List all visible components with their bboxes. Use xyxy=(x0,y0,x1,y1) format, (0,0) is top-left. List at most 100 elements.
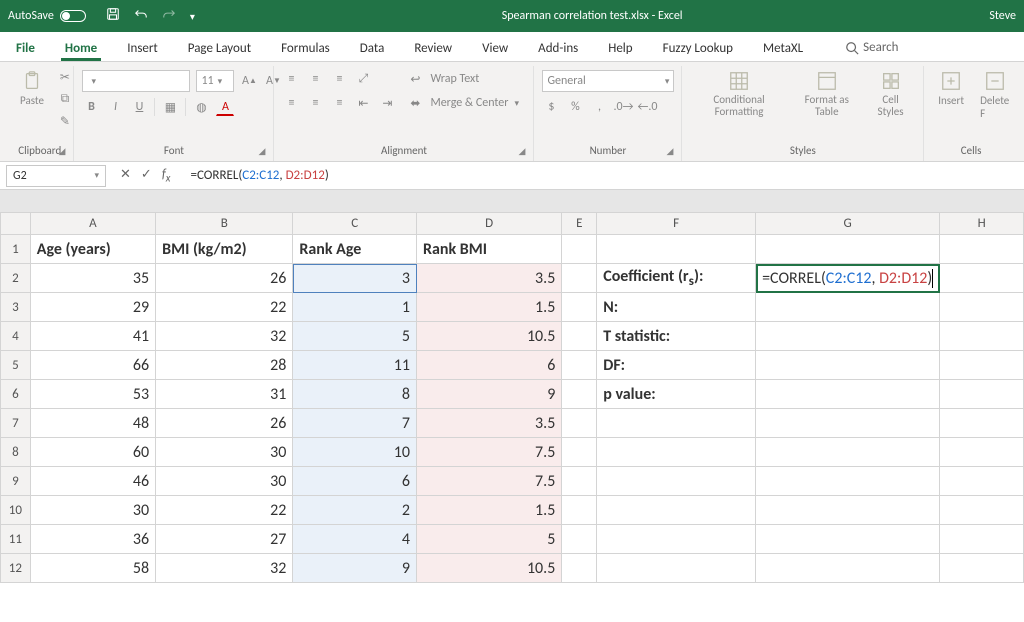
launcher-icon[interactable]: ◢ xyxy=(519,146,526,157)
decrease-decimal-icon[interactable]: ←.0 xyxy=(638,98,656,116)
cell[interactable] xyxy=(940,235,1024,264)
col-header[interactable]: D xyxy=(417,213,562,235)
cell[interactable] xyxy=(940,293,1024,322)
row-header[interactable]: 6 xyxy=(1,380,31,409)
insert-cells-button[interactable]: Insert xyxy=(932,66,970,111)
cell[interactable]: 53 xyxy=(30,380,155,409)
cell[interactable]: 1 xyxy=(293,293,417,322)
col-header[interactable]: G xyxy=(756,213,940,235)
cell[interactable] xyxy=(756,525,940,554)
align-bottom-icon[interactable]: ≡ xyxy=(330,70,348,88)
cell[interactable] xyxy=(597,496,756,525)
align-top-icon[interactable]: ≡ xyxy=(282,70,300,88)
autosave-toggle[interactable]: AutoSave xyxy=(8,9,86,23)
cell[interactable]: 36 xyxy=(30,525,155,554)
cell[interactable]: 35 xyxy=(30,264,155,293)
paste-button[interactable]: Paste xyxy=(14,66,50,111)
conditional-formatting-button[interactable]: Conditional Formatting xyxy=(690,66,787,122)
row-header[interactable]: 9 xyxy=(1,467,31,496)
col-header[interactable]: F xyxy=(597,213,756,235)
cell[interactable] xyxy=(562,293,597,322)
font-size-combo[interactable]: 11▾ xyxy=(196,70,234,92)
row-header[interactable]: 4 xyxy=(1,322,31,351)
cell[interactable] xyxy=(562,235,597,264)
row-header[interactable]: 12 xyxy=(1,554,31,583)
col-header[interactable]: C xyxy=(293,213,417,235)
cell[interactable] xyxy=(940,525,1024,554)
align-middle-icon[interactable]: ≡ xyxy=(306,70,324,88)
cell[interactable] xyxy=(562,496,597,525)
cell[interactable] xyxy=(940,467,1024,496)
row-header[interactable]: 7 xyxy=(1,409,31,438)
row-header[interactable]: 11 xyxy=(1,525,31,554)
active-cell[interactable]: =CORREL(C2:C12, D2:D12) xyxy=(756,264,940,293)
cell[interactable] xyxy=(562,380,597,409)
cell[interactable] xyxy=(756,322,940,351)
launcher-icon[interactable]: ◢ xyxy=(59,146,66,157)
copy-icon[interactable]: ⧉ xyxy=(56,90,74,108)
fill-color-icon[interactable]: ◍ xyxy=(192,98,210,116)
tab-home[interactable]: Home xyxy=(61,35,101,61)
orientation-icon[interactable]: ⤢ xyxy=(354,70,372,88)
italic-icon[interactable]: I xyxy=(106,98,124,116)
launcher-icon[interactable]: ◢ xyxy=(259,146,266,157)
cell[interactable]: 26 xyxy=(156,264,293,293)
borders-icon[interactable]: ▦ xyxy=(161,98,179,116)
cell[interactable] xyxy=(597,409,756,438)
save-icon[interactable] xyxy=(106,7,120,25)
percent-icon[interactable]: % xyxy=(566,98,584,116)
cell[interactable]: 7.5 xyxy=(417,438,562,467)
cell[interactable]: Rank Age xyxy=(293,235,417,264)
name-box[interactable]: G2 ▾ xyxy=(6,165,106,187)
tab-fuzzy-lookup[interactable]: Fuzzy Lookup xyxy=(659,35,737,61)
decrease-indent-icon[interactable]: ⇤ xyxy=(354,94,372,112)
cell[interactable] xyxy=(562,438,597,467)
cell[interactable]: 10.5 xyxy=(417,554,562,583)
cell[interactable] xyxy=(940,496,1024,525)
launcher-icon[interactable]: ◢ xyxy=(667,146,674,157)
cell[interactable] xyxy=(597,235,756,264)
tab-formulas[interactable]: Formulas xyxy=(277,35,334,61)
cell[interactable]: 58 xyxy=(30,554,155,583)
cell[interactable] xyxy=(756,380,940,409)
cell[interactable]: 7.5 xyxy=(417,467,562,496)
tab-add-ins[interactable]: Add-ins xyxy=(534,35,582,61)
align-center-icon[interactable]: ≡ xyxy=(306,94,324,112)
cell[interactable] xyxy=(597,554,756,583)
user-name[interactable]: Steve xyxy=(989,9,1016,23)
tab-insert[interactable]: Insert xyxy=(123,35,162,61)
cell[interactable] xyxy=(756,351,940,380)
increase-indent-icon[interactable]: ⇥ xyxy=(378,94,396,112)
cell[interactable]: 10 xyxy=(293,438,417,467)
cell[interactable]: 29 xyxy=(30,293,155,322)
format-as-table-button[interactable]: Format as Table xyxy=(792,66,862,122)
enter-icon[interactable]: ✓ xyxy=(141,167,152,185)
cell[interactable]: 2 xyxy=(293,496,417,525)
align-left-icon[interactable]: ≡ xyxy=(282,94,300,112)
cell[interactable] xyxy=(756,438,940,467)
cell[interactable] xyxy=(756,467,940,496)
cell[interactable] xyxy=(940,438,1024,467)
cell[interactable] xyxy=(940,409,1024,438)
cell[interactable] xyxy=(756,496,940,525)
cell[interactable] xyxy=(940,554,1024,583)
row-header[interactable]: 8 xyxy=(1,438,31,467)
bold-icon[interactable]: B xyxy=(82,98,100,116)
format-painter-icon[interactable]: ✎ xyxy=(56,112,74,130)
cell[interactable] xyxy=(562,322,597,351)
accounting-icon[interactable]: $ xyxy=(542,98,560,116)
cell[interactable] xyxy=(940,322,1024,351)
cell[interactable] xyxy=(562,409,597,438)
row-header[interactable]: 2 xyxy=(1,264,31,293)
cell[interactable]: 3.5 xyxy=(417,264,562,293)
cell[interactable]: Rank BMI xyxy=(417,235,562,264)
cancel-icon[interactable]: ✕ xyxy=(120,167,131,185)
cell[interactable]: 3 xyxy=(293,264,417,293)
cell[interactable]: 27 xyxy=(156,525,293,554)
cell[interactable]: 46 xyxy=(30,467,155,496)
cell[interactable]: 6 xyxy=(293,467,417,496)
cell[interactable] xyxy=(562,351,597,380)
col-header[interactable]: H xyxy=(940,213,1024,235)
col-header[interactable]: B xyxy=(156,213,293,235)
cell[interactable]: 9 xyxy=(417,380,562,409)
